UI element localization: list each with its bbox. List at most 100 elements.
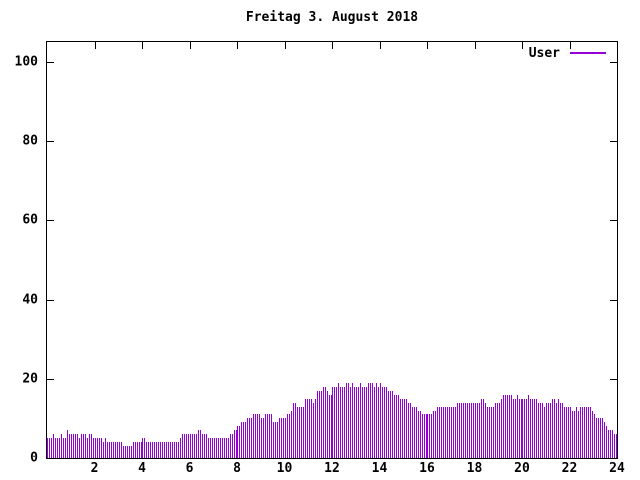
- impulse-bar: [492, 406, 494, 458]
- impulse-bar: [544, 406, 546, 458]
- impulse-bar: [63, 438, 65, 458]
- impulse-bar: [203, 434, 205, 458]
- impulse-bar: [366, 386, 368, 458]
- impulse-bar: [245, 422, 247, 458]
- impulse-bar: [182, 434, 184, 458]
- impulse-bar: [209, 438, 211, 458]
- impulse-bar: [360, 382, 362, 458]
- impulse-bar: [110, 442, 112, 458]
- impulse-bar: [409, 402, 411, 458]
- impulse-bar: [332, 386, 334, 458]
- impulse-bar: [615, 434, 617, 458]
- impulse-bar: [496, 402, 498, 458]
- impulse-bar: [518, 398, 520, 458]
- impulse-bar: [536, 398, 538, 458]
- impulse-bar: [423, 414, 425, 458]
- impulse-bar: [233, 430, 235, 458]
- impulse-bar: [526, 398, 528, 458]
- impulse-bar: [126, 446, 128, 458]
- impulse-bar: [118, 442, 120, 458]
- impulse-bar: [112, 442, 114, 458]
- impulse-bar: [308, 398, 310, 458]
- impulse-bar: [506, 394, 508, 458]
- impulse-bar: [263, 418, 265, 458]
- x-tick: [427, 42, 428, 49]
- impulse-bar: [354, 386, 356, 458]
- impulse-bar: [607, 430, 609, 458]
- impulse-bar: [124, 446, 126, 458]
- impulse-bar: [247, 418, 249, 458]
- impulse-bar: [407, 402, 409, 458]
- impulse-bar: [253, 414, 255, 458]
- impulse-bar: [316, 390, 318, 458]
- x-tick-label: 8: [233, 461, 241, 476]
- impulse-bar: [344, 386, 346, 458]
- impulse-bar: [562, 402, 564, 458]
- impulse-bar: [193, 434, 195, 458]
- impulse-bar: [65, 438, 67, 458]
- impulse-bar: [441, 406, 443, 458]
- impulse-bar: [184, 434, 186, 458]
- impulse-bar: [350, 386, 352, 458]
- impulse-bar: [512, 398, 514, 458]
- impulse-bar: [490, 406, 492, 458]
- y-tick-label: 100: [14, 54, 38, 70]
- impulse-bar: [532, 398, 534, 458]
- impulse-bar: [480, 398, 482, 458]
- impulse-bar: [176, 442, 178, 458]
- y-tick-label: 80: [22, 133, 38, 149]
- impulse-bar: [320, 390, 322, 458]
- impulse-bar: [306, 398, 308, 458]
- x-tick: [142, 42, 143, 49]
- x-tick-label: 12: [324, 461, 340, 476]
- impulse-bar: [476, 402, 478, 458]
- legend-label: User: [528, 45, 560, 61]
- impulse-bar: [85, 434, 87, 458]
- impulse-bar: [104, 438, 106, 458]
- impulse-bar: [168, 442, 170, 458]
- impulse-bar: [239, 426, 241, 458]
- impulse-bar: [589, 406, 591, 458]
- impulse-bar: [455, 406, 457, 458]
- impulse-bar: [140, 442, 142, 458]
- impulse-bar: [189, 434, 191, 458]
- impulse-bar: [587, 406, 589, 458]
- y-tick: [610, 220, 617, 222]
- impulse-bar: [579, 406, 581, 458]
- impulse-bar: [156, 442, 158, 458]
- impulse-bar: [261, 418, 263, 458]
- impulse-bar: [225, 438, 227, 458]
- y-tick: [610, 458, 617, 459]
- impulse-bar: [142, 438, 144, 458]
- impulse-bar: [87, 438, 89, 458]
- impulse-bar: [554, 398, 556, 458]
- impulse-bar: [435, 410, 437, 458]
- x-tick-label: 6: [185, 461, 194, 476]
- impulse-bar: [47, 438, 49, 458]
- impulse-bar: [130, 446, 132, 458]
- impulse-bar: [520, 398, 522, 458]
- impulse-bar: [391, 390, 393, 458]
- impulse-bar: [575, 406, 577, 458]
- impulse-bar: [79, 438, 81, 458]
- y-tick: [610, 378, 617, 380]
- impulse-bar: [338, 382, 340, 458]
- y-tick-label: 20: [22, 371, 38, 387]
- impulse-bar: [494, 402, 496, 458]
- impulse-bar: [403, 398, 405, 458]
- impulse-bar: [304, 398, 306, 458]
- impulse-bar: [93, 438, 94, 458]
- impulse-bar: [73, 434, 75, 458]
- impulse-bar: [395, 394, 397, 458]
- impulse-bar: [215, 438, 217, 458]
- impulse-bar: [294, 402, 296, 458]
- impulse-bar: [265, 414, 267, 458]
- x-tick-label: 18: [466, 461, 483, 476]
- impulse-bar: [530, 398, 532, 458]
- impulse-bar: [609, 430, 611, 458]
- impulse-bar: [546, 402, 548, 458]
- x-tick-label: 10: [276, 461, 293, 476]
- impulse-bar: [273, 422, 275, 458]
- impulse-bar: [255, 414, 257, 458]
